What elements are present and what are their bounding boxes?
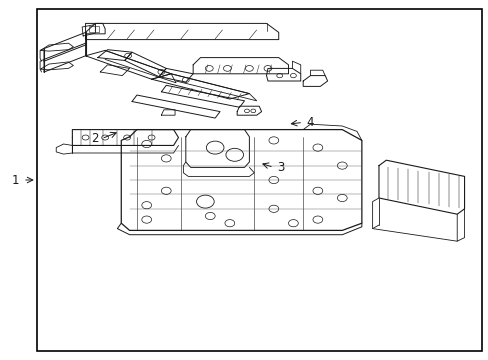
Text: 4: 4: [306, 116, 314, 129]
Text: 3: 3: [277, 161, 285, 174]
Text: 1: 1: [12, 174, 20, 186]
Bar: [89, 26, 99, 32]
Text: 2: 2: [91, 132, 99, 145]
